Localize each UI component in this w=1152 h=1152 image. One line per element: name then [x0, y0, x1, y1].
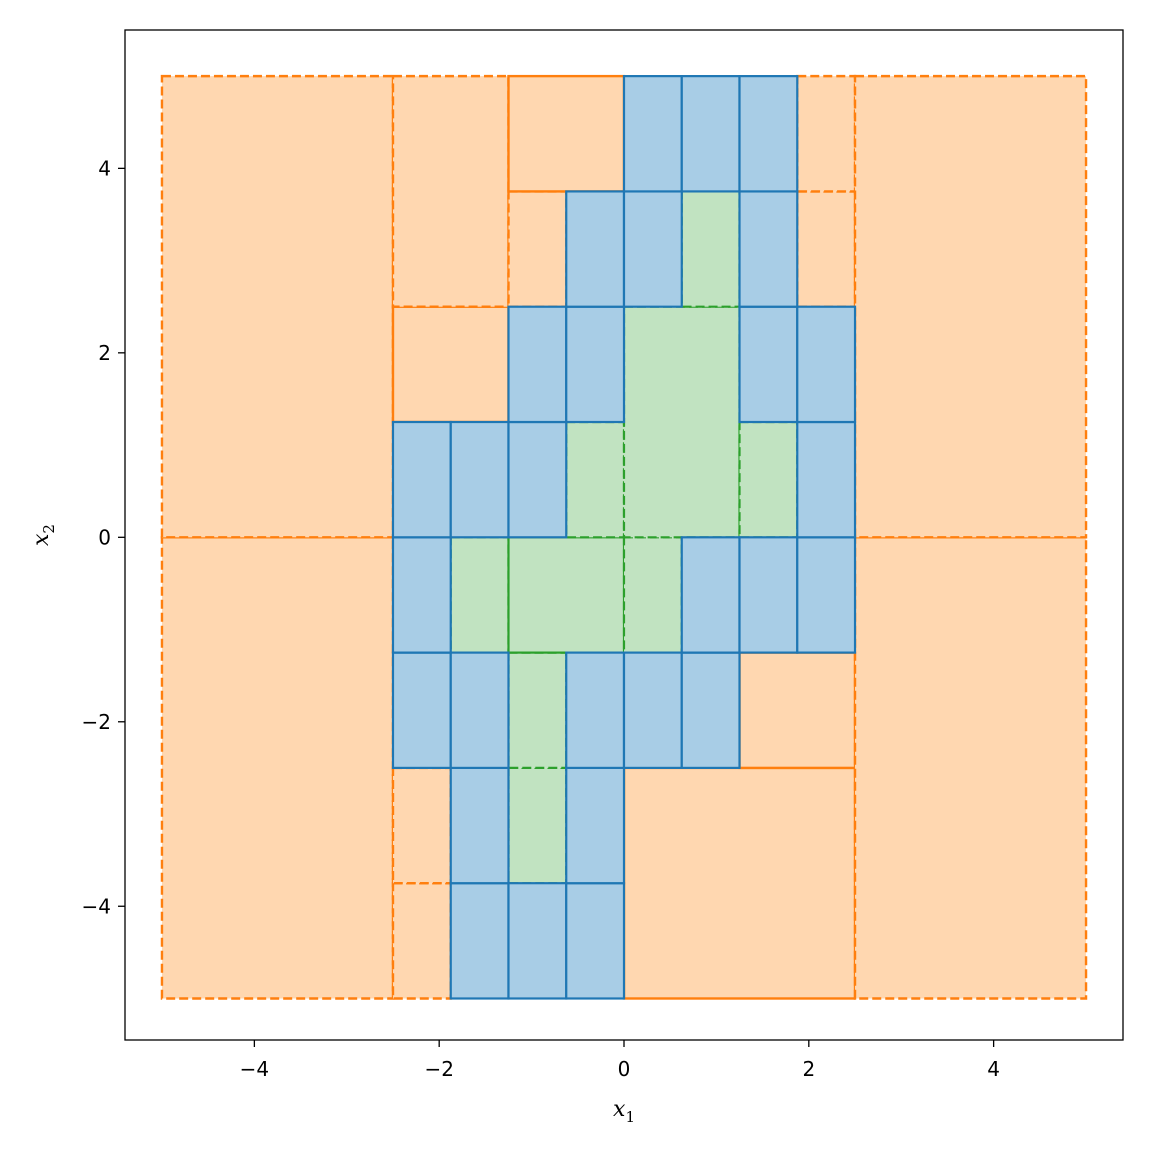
- outer-cell: [160, 74, 395, 539]
- boundary-cell: [738, 190, 799, 308]
- boundary-cell: [507, 420, 568, 539]
- inner-cell: [680, 190, 741, 308]
- y-axis-label-sub: 2: [40, 524, 58, 534]
- outer-cell: [853, 74, 1088, 539]
- boundary-cell: [622, 75, 683, 193]
- boundary-cell: [565, 882, 626, 1000]
- boundary-cell: [680, 651, 741, 769]
- boundary-cell: [449, 766, 510, 885]
- boundary-cell: [796, 305, 857, 424]
- outer-cell: [391, 881, 452, 1000]
- boundary-cell: [391, 420, 452, 539]
- outer-cell: [160, 536, 395, 1000]
- boundary-cell: [738, 305, 799, 424]
- inner-cell: [622, 536, 683, 654]
- boundary-cell: [680, 75, 741, 193]
- boundary-cell: [796, 536, 857, 654]
- inner-cell: [507, 766, 568, 885]
- x-axis-ticks: −4 −2 0 2 4: [240, 1040, 1000, 1081]
- inner-cell: [738, 420, 799, 539]
- y-tick-label: 0: [98, 525, 111, 549]
- x-axis-label-sub: 1: [625, 1108, 635, 1126]
- outer-cells: [160, 74, 1088, 1000]
- boundary-cell: [391, 536, 452, 654]
- outer-cell: [738, 651, 857, 770]
- x-tick-label: 0: [618, 1057, 631, 1081]
- outer-cell: [507, 74, 626, 193]
- outer-cell: [622, 766, 857, 1000]
- y-tick-label: 4: [98, 156, 111, 180]
- boundary-cell: [449, 420, 510, 539]
- boundary-cell: [565, 766, 626, 885]
- inner-cell: [622, 305, 741, 539]
- boundary-cells: [391, 75, 857, 1000]
- outer-cell: [796, 190, 857, 308]
- x-tick-label: −2: [424, 1057, 453, 1081]
- y-axis-label-main: x: [29, 533, 54, 546]
- x-axis-label: x1: [613, 1097, 635, 1126]
- boundary-cell: [391, 651, 452, 769]
- outer-cell: [391, 305, 510, 424]
- boundary-cell: [565, 305, 626, 424]
- boundary-cell: [622, 190, 683, 308]
- outer-cell: [391, 74, 510, 308]
- inner-cell: [449, 536, 510, 654]
- boundary-cell: [680, 536, 741, 654]
- boundary-cell: [738, 536, 799, 654]
- boundary-cell: [565, 651, 626, 769]
- boundary-cell: [565, 190, 626, 308]
- y-axis-ticks: −4 −2 0 2 4: [82, 156, 125, 918]
- boundary-cell: [449, 882, 510, 1000]
- x-axis-label-main: x: [613, 1097, 626, 1122]
- outer-cell: [796, 74, 857, 193]
- boundary-cell: [796, 420, 857, 539]
- boundary-cell: [507, 882, 568, 1000]
- inner-cell: [565, 420, 626, 539]
- outer-cell: [507, 190, 568, 308]
- boundary-cell: [449, 651, 510, 769]
- outer-cell: [391, 766, 452, 885]
- x-tick-label: 4: [987, 1057, 1000, 1081]
- boundary-cell: [622, 651, 683, 769]
- y-tick-label: −4: [82, 894, 111, 918]
- inner-cell: [507, 536, 626, 654]
- boundary-cell: [507, 305, 568, 424]
- inner-cell: [507, 651, 568, 769]
- x-tick-label: 2: [802, 1057, 815, 1081]
- y-axis-label: x2: [29, 524, 58, 546]
- boundary-cell: [738, 75, 799, 193]
- outer-cell: [853, 536, 1088, 1000]
- y-tick-label: −2: [82, 710, 111, 734]
- y-tick-label: 2: [98, 341, 111, 365]
- x-tick-label: −4: [240, 1057, 269, 1081]
- inner-cells: [449, 190, 799, 885]
